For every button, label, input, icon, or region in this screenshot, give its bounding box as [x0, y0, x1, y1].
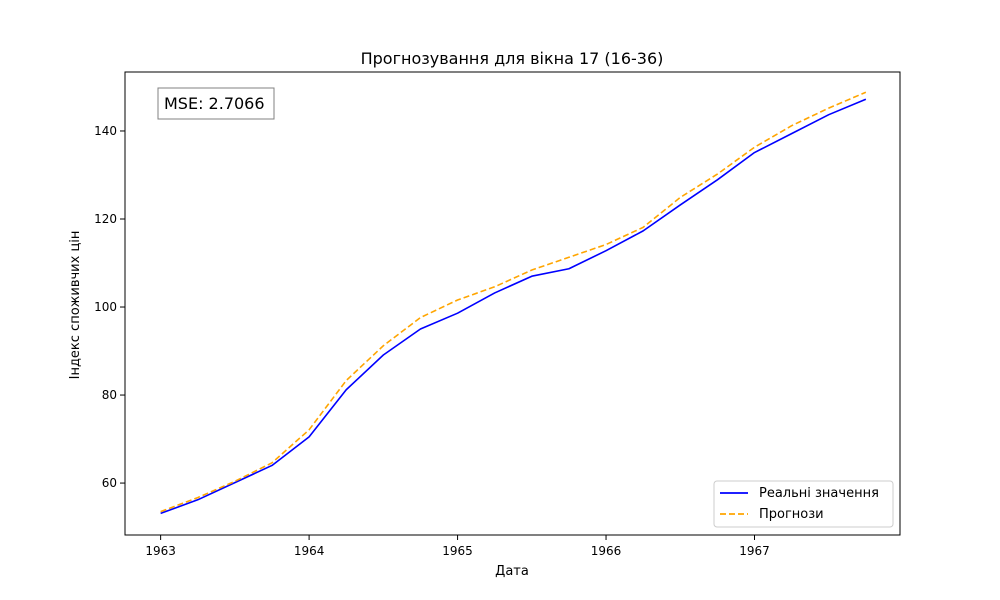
- series-line-actual: [160, 98, 867, 515]
- y-tick-label: 120: [94, 212, 117, 226]
- y-tick-label: 60: [102, 476, 117, 490]
- x-tick-label: 1964: [294, 544, 325, 558]
- x-tick-label: 1966: [591, 544, 622, 558]
- x-tick-label: 1963: [145, 544, 176, 558]
- legend: Реальні значення Прогнози: [713, 480, 894, 528]
- x-axis-label: Дата: [495, 564, 529, 579]
- chart-title: Прогнозування для вікна 17 (16-36): [361, 49, 664, 68]
- y-tick-label: 80: [102, 388, 117, 402]
- y-tick-label: 100: [94, 300, 117, 314]
- mse-annotation: MSE: 2.7066: [157, 87, 275, 120]
- x-tick-label: 1967: [739, 544, 770, 558]
- plot-area: 1963 1964 1965 1966 1967 60 80 100 120 140: [94, 71, 901, 558]
- x-tick-label: 1965: [442, 544, 473, 558]
- legend-box: [713, 480, 894, 528]
- y-tick-label: 140: [94, 124, 117, 138]
- mse-text: MSE: 2.7066: [164, 94, 265, 113]
- y-axis-label: Індекс споживчих цін: [68, 231, 83, 380]
- mse-box: [157, 87, 275, 120]
- axes-frame: [124, 71, 901, 536]
- legend-label-forecast: Прогнози: [759, 507, 824, 522]
- series-line-forecast: [160, 91, 867, 513]
- legend-label-actual: Реальні значення: [759, 486, 879, 501]
